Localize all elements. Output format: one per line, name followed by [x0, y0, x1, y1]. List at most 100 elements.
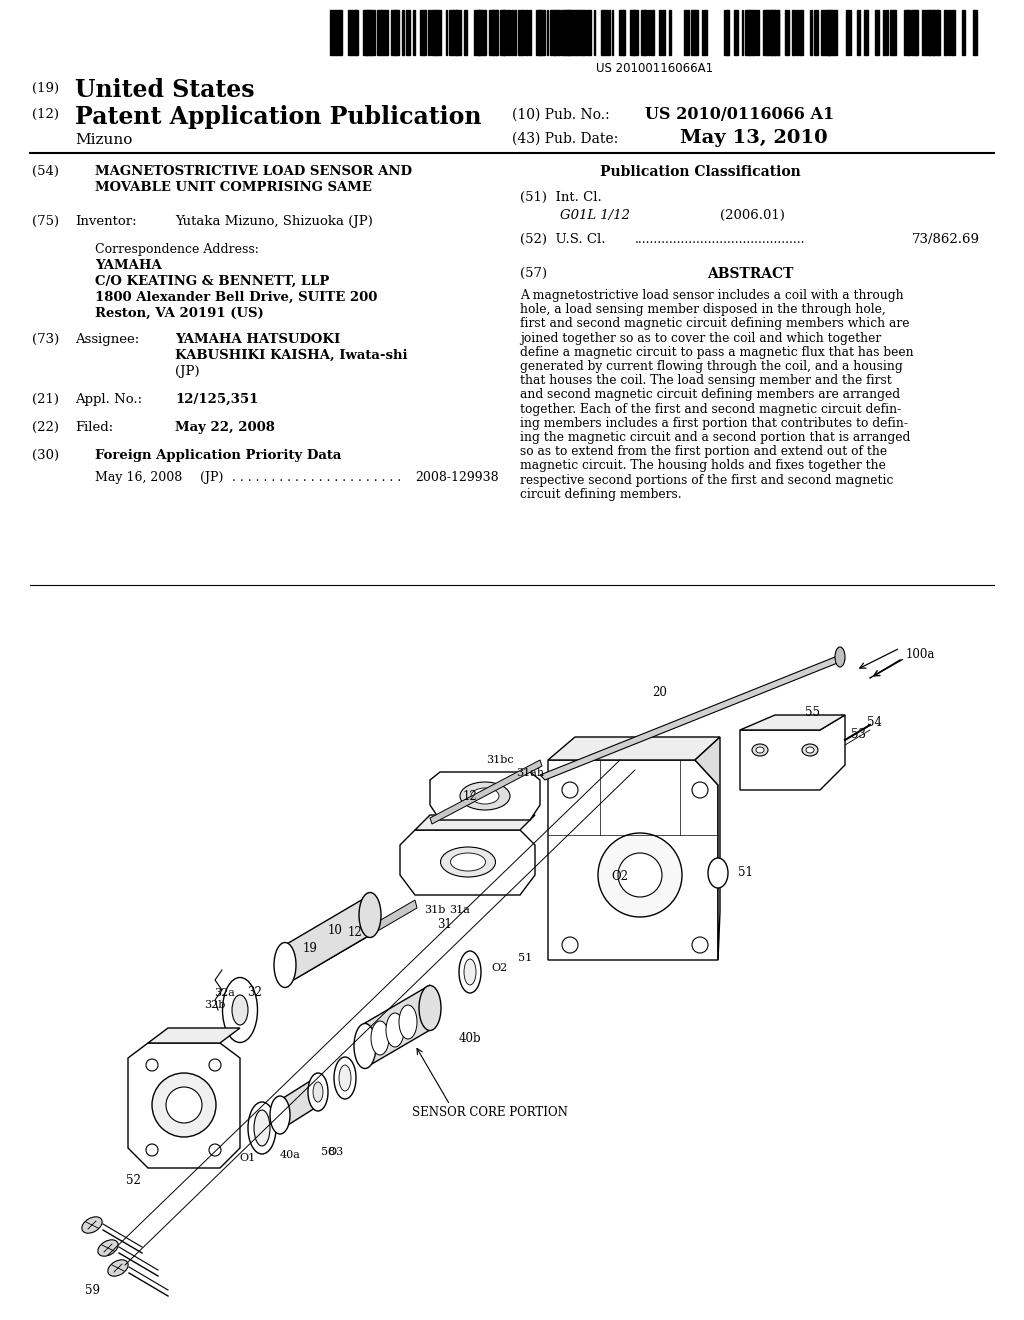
Bar	[904, 11, 908, 55]
Bar	[464, 11, 467, 55]
Text: C/O KEATING & BENNETT, LLP: C/O KEATING & BENNETT, LLP	[95, 275, 330, 288]
Polygon shape	[548, 737, 720, 760]
Text: (10) Pub. No.:: (10) Pub. No.:	[512, 108, 609, 121]
Text: 73/862.69: 73/862.69	[912, 234, 980, 246]
Ellipse shape	[419, 986, 441, 1031]
Ellipse shape	[752, 744, 768, 756]
Text: G01L 1/12: G01L 1/12	[560, 209, 630, 222]
Bar	[348, 11, 352, 55]
Text: 31b: 31b	[424, 906, 445, 915]
Polygon shape	[148, 1028, 240, 1043]
Text: Reston, VA 20191 (US): Reston, VA 20191 (US)	[95, 308, 264, 319]
Bar	[445, 11, 447, 55]
Bar	[770, 11, 775, 55]
Bar	[734, 11, 738, 55]
Text: US 20100116066A1: US 20100116066A1	[596, 62, 714, 75]
Ellipse shape	[232, 995, 248, 1026]
Ellipse shape	[313, 1082, 323, 1102]
Bar	[481, 11, 486, 55]
Text: 12: 12	[347, 927, 362, 940]
Bar	[973, 11, 977, 55]
Bar	[694, 11, 697, 55]
Bar	[564, 11, 569, 55]
Bar	[518, 11, 520, 55]
Bar	[800, 11, 803, 55]
Text: Publication Classification: Publication Classification	[600, 165, 801, 180]
Text: (JP): (JP)	[175, 366, 200, 378]
Bar	[438, 11, 441, 55]
Text: 51: 51	[737, 866, 753, 879]
Bar	[594, 11, 595, 55]
Bar	[377, 11, 381, 55]
Polygon shape	[740, 715, 845, 730]
Bar	[962, 11, 965, 55]
Bar	[824, 11, 829, 55]
Text: ABSTRACT: ABSTRACT	[707, 267, 794, 281]
Ellipse shape	[108, 1259, 128, 1276]
Text: (19): (19)	[32, 82, 59, 95]
Text: 58: 58	[321, 1147, 335, 1158]
Bar	[778, 11, 779, 55]
Bar	[756, 11, 759, 55]
Bar	[580, 11, 585, 55]
Bar	[796, 11, 798, 55]
Bar	[478, 11, 481, 55]
Circle shape	[146, 1144, 158, 1156]
Text: 53: 53	[851, 729, 865, 742]
Text: O3: O3	[327, 1147, 343, 1158]
Text: MOVABLE UNIT COMPRISING SAME: MOVABLE UNIT COMPRISING SAME	[95, 181, 372, 194]
Ellipse shape	[386, 1012, 404, 1047]
Text: (2006.01): (2006.01)	[720, 209, 784, 222]
Bar	[684, 11, 689, 55]
Text: May 16, 2008: May 16, 2008	[95, 471, 182, 484]
Bar	[355, 11, 358, 55]
Bar	[658, 11, 660, 55]
Bar	[611, 11, 613, 55]
Text: O1: O1	[240, 1152, 256, 1163]
Bar	[435, 11, 437, 55]
Ellipse shape	[248, 1102, 276, 1154]
Text: (22): (22)	[32, 421, 59, 434]
Text: Correspondence Address:: Correspondence Address:	[95, 243, 259, 256]
Text: 40a: 40a	[280, 1150, 300, 1160]
Bar	[431, 11, 436, 55]
Text: . . . . . . . . . . . . . . . . . . . . . .: . . . . . . . . . . . . . . . . . . . . …	[228, 471, 401, 484]
Bar	[947, 11, 950, 55]
Ellipse shape	[802, 744, 818, 756]
Bar	[514, 11, 516, 55]
Ellipse shape	[460, 781, 510, 810]
Text: define a magnetic circuit to pass a magnetic flux that has been: define a magnetic circuit to pass a magn…	[520, 346, 913, 359]
Polygon shape	[295, 900, 417, 978]
Circle shape	[692, 781, 708, 799]
Text: 10: 10	[328, 924, 342, 936]
Polygon shape	[430, 760, 542, 824]
Bar	[644, 11, 647, 55]
Bar	[500, 11, 505, 55]
Bar	[753, 11, 756, 55]
Bar	[525, 11, 528, 55]
Text: Foreign Application Priority Data: Foreign Application Priority Data	[95, 449, 341, 462]
Bar	[330, 11, 334, 55]
Bar	[424, 11, 426, 55]
Bar	[926, 11, 930, 55]
Bar	[701, 11, 707, 55]
Text: ing members includes a first portion that contributes to defin-: ing members includes a first portion tha…	[520, 417, 908, 430]
Text: YAMAHA: YAMAHA	[95, 259, 162, 272]
Bar	[575, 11, 580, 55]
Text: 31ah: 31ah	[516, 768, 544, 777]
Text: together. Each of the first and second magnetic circuit defin-: together. Each of the first and second m…	[520, 403, 901, 416]
Bar	[944, 11, 947, 55]
Text: 51: 51	[518, 953, 532, 964]
Ellipse shape	[270, 1096, 290, 1134]
Ellipse shape	[464, 960, 476, 985]
Bar	[890, 11, 893, 55]
Bar	[406, 11, 411, 55]
Bar	[391, 11, 396, 55]
Bar	[670, 11, 671, 55]
Bar	[521, 11, 523, 55]
Text: Appl. No.:: Appl. No.:	[75, 393, 142, 407]
Bar	[583, 11, 585, 55]
Ellipse shape	[459, 950, 481, 993]
Text: (JP): (JP)	[200, 471, 223, 484]
Bar	[883, 11, 886, 55]
